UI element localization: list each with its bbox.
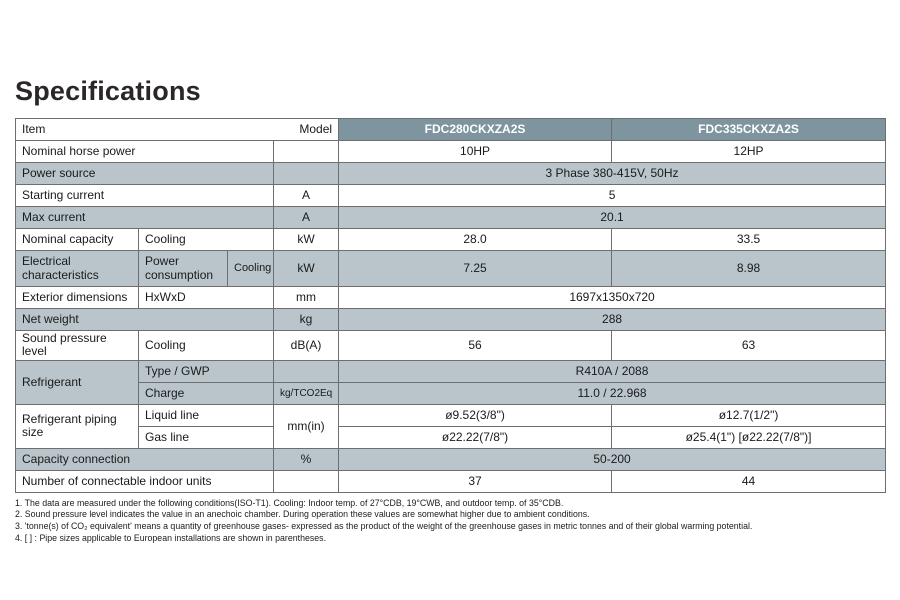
row-refrigerant-charge: Charge kg/TCO2Eq 11.0 / 22.968	[16, 381, 887, 405]
row-sub-label: Liquid line	[138, 403, 274, 427]
value-cell: 33.5	[611, 228, 887, 251]
value-cell: 1697x1350x720	[338, 286, 887, 309]
value-cell: 5	[338, 184, 887, 207]
unit-cell: kg	[272, 308, 340, 331]
row-refrigerant-type-gwp: Refrigerant Type / GWP R410A / 2088	[15, 359, 887, 405]
unit-cell: mm	[272, 286, 340, 309]
model-name-fdc335: FDC335CKXZA2S	[611, 118, 887, 141]
unit-cell: mm(in)	[272, 403, 340, 449]
value-cell: 63	[611, 330, 887, 361]
unit-cell	[272, 469, 340, 493]
row-sub-sub-label: Cooling	[227, 250, 274, 287]
value-cell: 12HP	[611, 140, 887, 163]
footnote-1: 1. The data are measured under the follo…	[15, 497, 564, 508]
value-cell: 11.0 / 22.968	[338, 381, 887, 405]
value-cell: ø25.4(1") [ø22.22(7/8")]	[611, 425, 887, 449]
page-title: Specifications	[15, 76, 201, 106]
footnotes: 1. The data are measured under the follo…	[15, 498, 885, 544]
unit-cell	[272, 140, 340, 163]
row-label: Nominal horse power	[15, 140, 274, 163]
unit-cell: %	[272, 447, 340, 471]
item-header-label: Item	[22, 121, 46, 136]
value-cell: 10HP	[338, 140, 613, 163]
row-label: Capacity connection	[15, 447, 274, 471]
value-cell: ø22.22(7/8")	[338, 425, 613, 449]
row-label: Starting current	[15, 184, 274, 207]
row-label: Refrigerant piping size	[15, 403, 139, 449]
row-label: Nominal capacity	[15, 228, 139, 251]
row-sub-label: Cooling	[138, 330, 274, 361]
row-sub-label: Cooling	[138, 228, 274, 251]
row-connectable-indoor-units: Number of connectable indoor units 37 44	[15, 469, 887, 493]
row-sub-label: HxWxD	[138, 286, 274, 309]
row-sound-pressure-level: Sound pressure level Cooling dB(A) 56 63	[15, 330, 887, 361]
row-sub-label: Gas line	[138, 425, 274, 449]
row-max-current: Max current A 20.1	[15, 206, 887, 229]
value-cell: 7.25	[338, 250, 613, 287]
row-sub-label: Power consumption	[138, 250, 228, 287]
spec-page: Specifications Item Model FDC280CKXZA2S …	[14, 76, 887, 544]
unit-cell: kg/TCO2Eq	[272, 381, 340, 405]
row-label: Power source	[15, 162, 274, 185]
value-cell: 37	[338, 469, 613, 493]
value-cell: 8.98	[611, 250, 887, 287]
row-starting-current: Starting current A 5	[15, 184, 887, 207]
unit-cell: kW	[272, 228, 340, 251]
item-model-header-cell: Item Model	[14, 118, 340, 141]
value-cell: 28.0	[338, 228, 613, 251]
model-name-fdc280: FDC280CKXZA2S	[338, 118, 613, 141]
value-cell: ø12.7(1/2")	[611, 403, 887, 427]
value-cell: 50-200	[338, 447, 887, 471]
row-electrical-characteristics: Electrical characteristics Power consump…	[15, 250, 887, 287]
unit-cell	[272, 359, 340, 383]
table-header-row: Item Model FDC280CKXZA2S FDC335CKXZA2S	[14, 118, 887, 141]
unit-cell: kW	[272, 250, 340, 287]
row-nominal-horse-power: Nominal horse power 10HP 12HP	[15, 140, 887, 163]
footnote-4: 4. [ ] : Pipe sizes applicable to Europe…	[15, 532, 327, 543]
unit-cell: dB(A)	[272, 330, 340, 361]
row-label: Electrical characteristics	[15, 250, 139, 287]
value-cell: 44	[611, 469, 887, 493]
unit-cell	[272, 162, 340, 185]
row-net-weight: Net weight kg 288	[15, 308, 887, 331]
value-cell: 56	[338, 330, 613, 361]
unit-cell: A	[272, 184, 340, 207]
row-label: Refrigerant	[15, 359, 139, 405]
row-sub-label: Charge	[138, 381, 274, 405]
row-label: Number of connectable indoor units	[15, 469, 274, 493]
value-cell: 288	[338, 308, 887, 331]
value-cell: R410A / 2088	[338, 359, 887, 383]
row-sub-label: Type / GWP	[138, 359, 274, 383]
footnote-2: 2. Sound pressure level indicates the va…	[15, 509, 590, 520]
row-capacity-connection: Capacity connection % 50-200	[15, 447, 887, 471]
row-piping-liquid-line: Refrigerant piping size Liquid line mm(i…	[15, 403, 887, 449]
specifications-table: Item Model FDC280CKXZA2S FDC335CKXZA2S N…	[14, 118, 887, 493]
row-label: Exterior dimensions	[15, 286, 139, 309]
unit-cell: A	[272, 206, 340, 229]
row-label: Sound pressure level	[15, 330, 139, 361]
footnote-3: 3. 'tonne(s) of CO₂ equivalent' means a …	[15, 521, 753, 532]
row-nominal-capacity: Nominal capacity Cooling kW 28.0 33.5	[15, 228, 887, 251]
value-cell: 20.1	[338, 206, 887, 229]
value-cell: ø9.52(3/8")	[338, 403, 613, 427]
row-power-source: Power source 3 Phase 380-415V, 50Hz	[15, 162, 887, 185]
row-label: Net weight	[15, 308, 274, 331]
row-piping-gas-line: Gas line ø22.22(7/8") ø25.4(1") [ø22.22(…	[16, 425, 887, 449]
model-header-label: Model	[299, 121, 333, 136]
row-label: Max current	[15, 206, 274, 229]
value-cell: 3 Phase 380-415V, 50Hz	[338, 162, 887, 185]
row-exterior-dimensions: Exterior dimensions HxWxD mm 1697x1350x7…	[15, 286, 887, 309]
